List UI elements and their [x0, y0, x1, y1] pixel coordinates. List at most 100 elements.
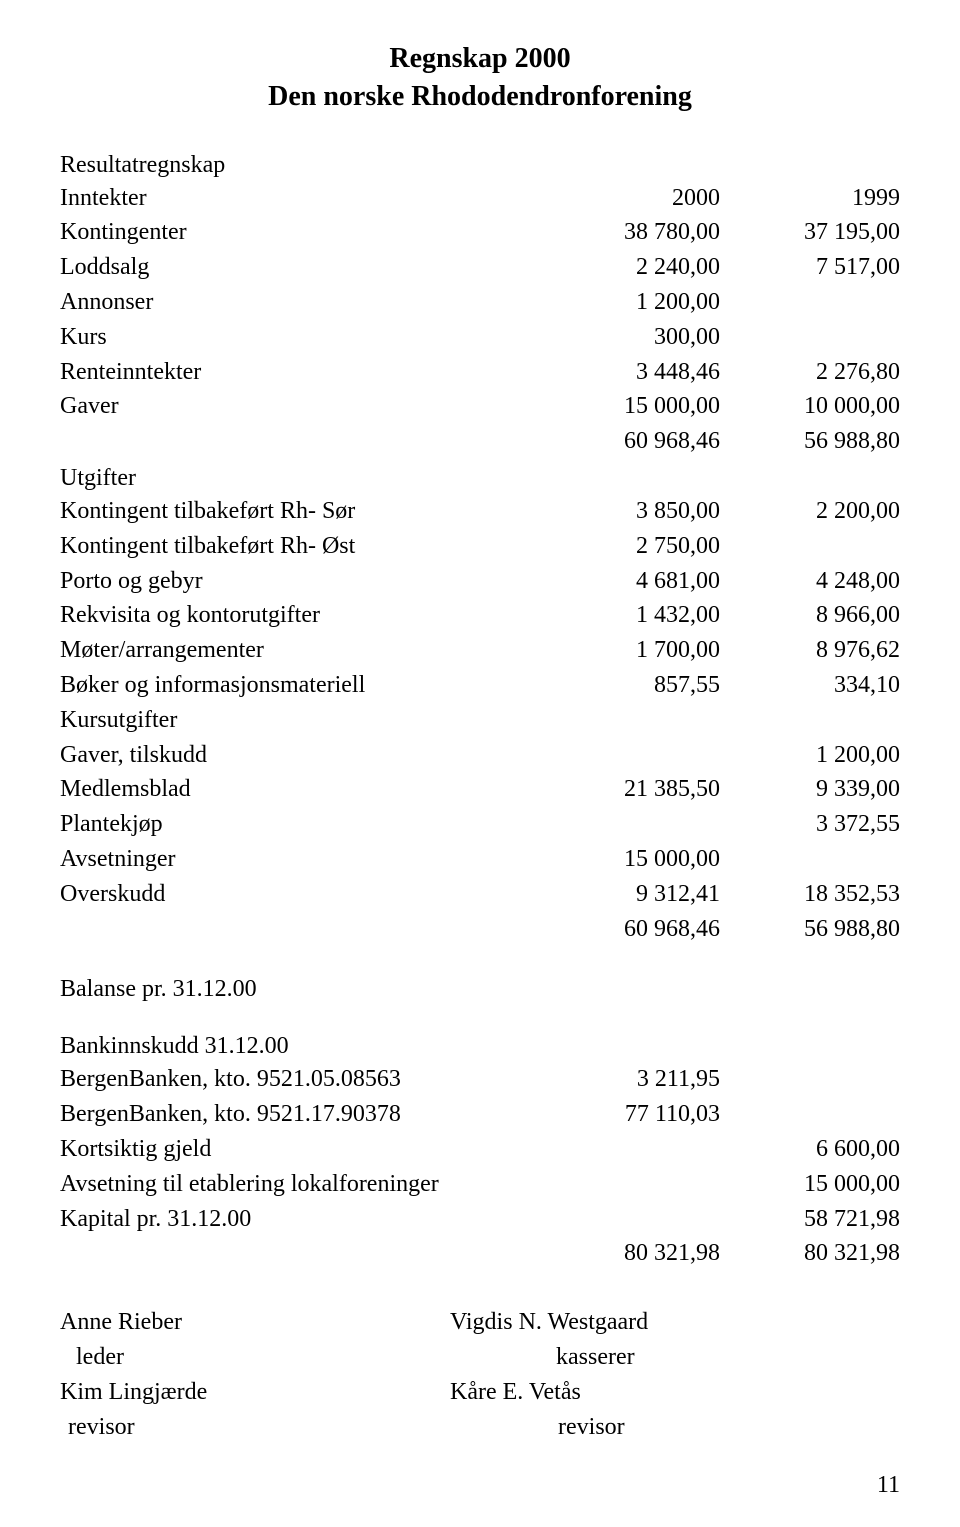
row-value-2: 3 372,55: [720, 807, 900, 842]
row-value-1: [540, 703, 720, 738]
row-value-1: 4 681,00: [540, 564, 720, 599]
table-row: Kontingent tilbakeført Rh- Øst2 750,00: [60, 529, 900, 564]
table-row: Annonser1 200,00: [60, 285, 900, 320]
table-row: Kortsiktig gjeld 6 600,00: [60, 1132, 900, 1167]
row-value-2: [720, 1062, 900, 1097]
balance-head: Balanse pr. 31.12.00: [60, 976, 900, 1003]
table-row: 60 968,4656 988,80: [60, 424, 900, 459]
title-line-2: Den norske Rhododendronforening: [60, 78, 900, 116]
table-row: Plantekjøp 3 372,55: [60, 807, 900, 842]
inntekter-header-row: Inntekter 2000 1999: [60, 181, 900, 216]
row-label: Loddsalg: [60, 250, 540, 285]
title-line-1: Regnskap 2000: [60, 40, 900, 78]
signer-name: Kåre E. Vetås: [450, 1375, 900, 1410]
row-value-1: [540, 1167, 720, 1202]
row-label: Bøker og informasjonsmateriell: [60, 668, 540, 703]
table-row: 80 321,9880 321,98: [60, 1236, 900, 1271]
table-row: Gaver, tilskudd 1 200,00: [60, 738, 900, 773]
row-value-2: 8 966,00: [720, 598, 900, 633]
row-label: BergenBanken, kto. 9521.05.08563: [60, 1062, 540, 1097]
table-row: BergenBanken, kto. 9521.05.085633 211,95: [60, 1062, 900, 1097]
year-col-2: 1999: [720, 181, 900, 216]
row-label: Kontingent tilbakeført Rh- Øst: [60, 529, 540, 564]
row-value-1: 1 200,00: [540, 285, 720, 320]
row-value-1: 60 968,46: [540, 912, 720, 947]
signer-role: leder: [60, 1340, 450, 1375]
row-label: Plantekjøp: [60, 807, 540, 842]
row-label: Kontingenter: [60, 215, 540, 250]
row-value-1: 9 312,41: [540, 877, 720, 912]
row-value-2: 9 339,00: [720, 772, 900, 807]
bank-rows: BergenBanken, kto. 9521.05.085633 211,95…: [60, 1062, 900, 1271]
table-row: Møter/arrangementer1 700,008 976,62: [60, 633, 900, 668]
row-value-2: [720, 320, 900, 355]
row-value-1: 1 700,00: [540, 633, 720, 668]
table-row: Kontingenter38 780,0037 195,00: [60, 215, 900, 250]
row-value-1: 77 110,03: [540, 1097, 720, 1132]
row-label: Kortsiktig gjeld: [60, 1132, 540, 1167]
row-value-2: 4 248,00: [720, 564, 900, 599]
page-number: 11: [877, 1472, 900, 1499]
table-row: BergenBanken, kto. 9521.17.9037877 110,0…: [60, 1097, 900, 1132]
inntekter-rows: Kontingenter38 780,0037 195,00Loddsalg2 …: [60, 215, 900, 459]
table-row: Kapital pr. 31.12.0058 721,98: [60, 1202, 900, 1237]
signer-role: revisor: [60, 1410, 450, 1445]
row-label: [60, 424, 540, 459]
row-label: Medlemsblad: [60, 772, 540, 807]
row-value-1: 857,55: [540, 668, 720, 703]
row-value-1: 3 211,95: [540, 1062, 720, 1097]
row-label: Møter/arrangementer: [60, 633, 540, 668]
row-value-2: 58 721,98: [720, 1202, 900, 1237]
row-value-1: [540, 1202, 720, 1237]
table-row: Renteinntekter3 448,462 276,80: [60, 355, 900, 390]
row-value-2: [720, 703, 900, 738]
row-value-1: [540, 738, 720, 773]
row-value-1: 300,00: [540, 320, 720, 355]
row-value-1: 3 448,46: [540, 355, 720, 390]
table-row: 60 968,4656 988,80: [60, 912, 900, 947]
row-value-2: 2 200,00: [720, 494, 900, 529]
row-label: Renteinntekter: [60, 355, 540, 390]
signer-role: kasserer: [450, 1340, 900, 1375]
bank-head: Bankinnskudd 31.12.00: [60, 1033, 900, 1060]
row-value-2: 18 352,53: [720, 877, 900, 912]
table-row: Loddsalg2 240,007 517,00: [60, 250, 900, 285]
row-label: Gaver, tilskudd: [60, 738, 540, 773]
row-value-2: 37 195,00: [720, 215, 900, 250]
table-row: Avsetning til etablering lokalforeninger…: [60, 1167, 900, 1202]
table-row: Medlemsblad21 385,509 339,00: [60, 772, 900, 807]
table-row: Kurs300,00: [60, 320, 900, 355]
row-value-2: 56 988,80: [720, 912, 900, 947]
row-label: [60, 1236, 540, 1271]
row-value-2: 1 200,00: [720, 738, 900, 773]
row-value-2: 8 976,62: [720, 633, 900, 668]
row-label: Annonser: [60, 285, 540, 320]
row-label: Avsetninger: [60, 842, 540, 877]
table-row: Porto og gebyr4 681,004 248,00: [60, 564, 900, 599]
signature-left: Anne Rieber leder Kim Lingjærde revisor: [60, 1305, 450, 1444]
row-value-1: 21 385,50: [540, 772, 720, 807]
row-value-1: 1 432,00: [540, 598, 720, 633]
row-label: Porto og gebyr: [60, 564, 540, 599]
row-value-1: 80 321,98: [540, 1236, 720, 1271]
signature-block: Anne Rieber leder Kim Lingjærde revisor …: [60, 1305, 900, 1444]
row-value-1: 15 000,00: [540, 842, 720, 877]
title-block: Regnskap 2000 Den norske Rhododendronfor…: [60, 40, 900, 116]
row-label: Rekvisita og kontorutgifter: [60, 598, 540, 633]
row-value-1: 2 750,00: [540, 529, 720, 564]
signer-name: Kim Lingjærde: [60, 1375, 450, 1410]
row-value-2: [720, 285, 900, 320]
signer-name: Vigdis N. Westgaard: [450, 1305, 900, 1340]
row-value-2: 56 988,80: [720, 424, 900, 459]
row-value-2: [720, 842, 900, 877]
row-label: Avsetning til etablering lokalforeninger: [60, 1167, 540, 1202]
row-value-1: [540, 1132, 720, 1167]
row-value-2: 6 600,00: [720, 1132, 900, 1167]
row-value-1: 38 780,00: [540, 215, 720, 250]
row-value-2: 80 321,98: [720, 1236, 900, 1271]
row-value-2: 10 000,00: [720, 389, 900, 424]
utgifter-head: Utgifter: [60, 465, 900, 492]
row-value-1: 60 968,46: [540, 424, 720, 459]
row-value-1: 2 240,00: [540, 250, 720, 285]
utgifter-rows: Kontingent tilbakeført Rh- Sør3 850,002 …: [60, 494, 900, 946]
